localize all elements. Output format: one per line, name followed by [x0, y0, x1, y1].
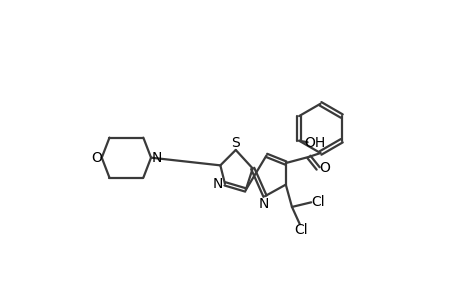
Text: N: N	[213, 177, 223, 191]
Text: S: S	[231, 136, 240, 150]
Text: N: N	[257, 197, 268, 211]
Text: Cl: Cl	[311, 195, 324, 209]
Text: O: O	[91, 151, 101, 165]
Text: N: N	[151, 151, 161, 165]
Text: Cl: Cl	[294, 223, 308, 237]
Text: OH: OH	[303, 136, 325, 150]
Text: O: O	[318, 161, 329, 176]
